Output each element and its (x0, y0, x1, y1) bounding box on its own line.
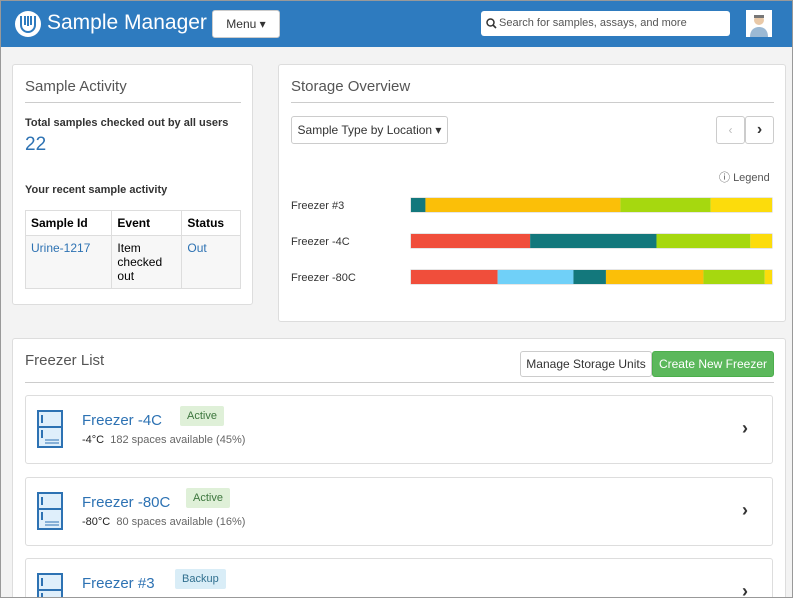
freezer-icon (37, 573, 63, 597)
manage-button[interactable]: Manage Storage Units (520, 351, 652, 377)
column-header: Event (111, 210, 183, 236)
selector[interactable]: Sample Type by Location ▾ (291, 116, 448, 144)
header: Sample Manager Menu ▾ Search for samples… (1, 1, 792, 47)
panel-title: Freezer List (25, 352, 105, 369)
freezer-card[interactable]: Freezer -80C Active -80°C 80 spaces avail… (25, 477, 773, 546)
status-badge: Backup (175, 569, 226, 589)
bar-segment (573, 270, 606, 284)
prev-button[interactable]: ‹ (716, 116, 745, 144)
spaces: 182 spaces available (45%) (110, 434, 246, 446)
total-value: 22 (25, 134, 47, 155)
bar-segment (411, 270, 498, 284)
freezer-icon (37, 410, 63, 448)
bar-segment (656, 234, 751, 248)
freezer-details: -4°C 182 spaces available (45%) (82, 434, 245, 446)
column-header: Sample Id (24, 210, 113, 236)
bar-segment (764, 270, 772, 284)
legend-toggle[interactable]: ⓘ Legend (719, 172, 770, 184)
panel-title: Sample Activity (25, 78, 127, 95)
bar-segment (703, 270, 765, 284)
freezer-list-panel: Freezer List Manage Storage Units Create… (12, 338, 786, 597)
bar-segment (750, 234, 772, 248)
logo (15, 11, 41, 37)
freezer-icon (37, 492, 63, 530)
sample-link[interactable]: Urine-1217 (24, 235, 113, 289)
bar-segment (411, 234, 531, 248)
menu-label: Menu (226, 17, 257, 31)
menu-button[interactable]: Menu ▾ (212, 10, 280, 38)
freezer-name[interactable]: Freezer -80C (82, 494, 171, 511)
temperature: -4°C (82, 434, 105, 446)
selector-label: Sample Type by Location (297, 123, 433, 137)
search-box[interactable]: Search for samples, assays, and more (481, 11, 730, 36)
chevron[interactable]: › (742, 500, 748, 520)
bar-segment (425, 198, 621, 212)
status-badge: Active (180, 406, 224, 426)
chevron[interactable]: › (742, 581, 748, 598)
sample-activity-panel: Sample Activity Total samples checked ou… (12, 64, 253, 305)
search-placeholder: Search for samples, assays, and more (499, 17, 687, 29)
column-header: Status (181, 210, 241, 236)
bar-segment (497, 270, 574, 284)
search-icon (486, 18, 497, 29)
activity-table: Sample Id Event Status Urine-1217 Item chec… (24, 210, 241, 289)
recent-label: Your recent sample activity (25, 184, 168, 196)
bar-segment (620, 198, 711, 212)
storage-overview-panel: Storage Overview Sample Type by Location… (278, 64, 786, 322)
total-label: Total samples checked out by all users (25, 117, 229, 129)
cell: Item checked out (111, 235, 183, 289)
next-button[interactable]: › (745, 116, 774, 144)
chevron[interactable]: › (742, 418, 748, 438)
freezer-name[interactable]: Freezer -4C (82, 412, 163, 429)
legend-label: Legend (733, 172, 770, 184)
row-label: Freezer -4C (291, 236, 350, 248)
panel-title: Storage Overview (291, 78, 411, 95)
temperature: -80°C (82, 516, 111, 528)
bar-segment (605, 270, 704, 284)
bar-segment (710, 198, 772, 212)
cell: Out (181, 235, 241, 289)
row-label: Freezer -80C (291, 272, 356, 284)
freezer-card[interactable]: Freezer #3 Backup › (25, 558, 773, 598)
create-button[interactable]: Create New Freezer (652, 351, 774, 377)
user-avatar[interactable] (746, 10, 772, 37)
status-badge: Active (186, 488, 230, 508)
freezer-name[interactable]: Freezer #3 (82, 575, 155, 592)
freezer-details: -80°C 80 spaces available (16%) (82, 516, 245, 528)
bar-segment (411, 198, 426, 212)
storage-chart: Freezer #3 Freezer -4C Freezer -80C (291, 197, 773, 285)
app-name: Sample Manager (47, 11, 207, 34)
freezer-card[interactable]: Freezer -4C Active -4°C 182 spaces availa… (25, 395, 773, 464)
spaces: 80 spaces available (16%) (116, 516, 246, 528)
bar-segment (530, 234, 657, 248)
row-label: Freezer #3 (291, 200, 344, 212)
